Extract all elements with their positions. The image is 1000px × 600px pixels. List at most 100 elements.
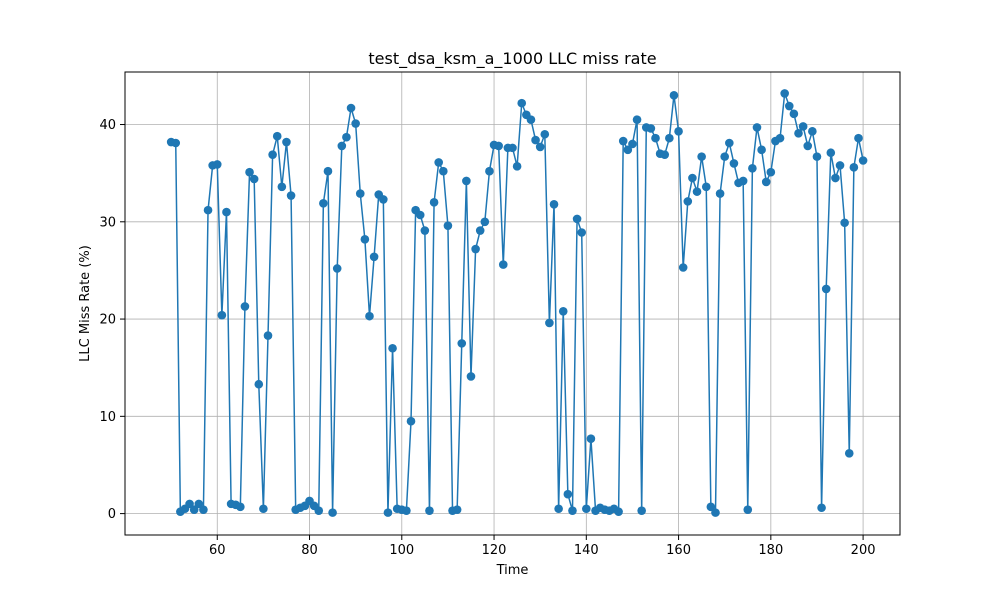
- data-point: [379, 195, 388, 204]
- data-point: [554, 504, 563, 514]
- data-point: [808, 127, 817, 136]
- data-point: [826, 148, 836, 158]
- data-point: [789, 109, 799, 119]
- data-point: [817, 503, 826, 513]
- data-point: [794, 128, 803, 138]
- data-point: [780, 89, 789, 98]
- data-point: [471, 244, 480, 254]
- data-point: [199, 505, 208, 515]
- data-point: [715, 189, 725, 198]
- x-tick-label: 160: [666, 543, 691, 558]
- data-point: [203, 205, 213, 215]
- data-point: [171, 138, 181, 148]
- data-point: [812, 152, 822, 161]
- data-point: [683, 197, 693, 206]
- data-point: [660, 150, 670, 159]
- data-point: [821, 284, 831, 294]
- data-point: [545, 318, 554, 328]
- data-point: [674, 127, 683, 136]
- data-point: [268, 150, 277, 159]
- data-point: [743, 505, 753, 515]
- data-point: [558, 306, 568, 316]
- data-point: [618, 136, 628, 146]
- data-point: [189, 505, 199, 515]
- data-point: [840, 218, 849, 228]
- data-point: [711, 508, 720, 517]
- data-point: [323, 166, 333, 176]
- x-tick-label: 100: [389, 543, 414, 558]
- x-tick-label: 180: [758, 543, 783, 558]
- data-point: [388, 343, 397, 353]
- x-tick-label: 60: [209, 543, 226, 558]
- data-point: [697, 152, 706, 161]
- data-point: [803, 141, 813, 151]
- data-point: [512, 162, 522, 171]
- data-point: [434, 158, 443, 167]
- data-point: [498, 260, 508, 269]
- data-point: [761, 177, 771, 187]
- data-point: [586, 434, 596, 444]
- data-point: [508, 143, 517, 153]
- data-point: [415, 210, 425, 220]
- data-point: [628, 139, 637, 149]
- data-point: [678, 263, 688, 272]
- data-point: [752, 123, 762, 132]
- data-point: [494, 141, 503, 151]
- data-point: [351, 119, 360, 128]
- data-point: [549, 199, 559, 209]
- data-point: [254, 379, 264, 389]
- data-point: [858, 156, 868, 165]
- data-point: [185, 499, 194, 509]
- data-point: [535, 142, 545, 152]
- data-point: [729, 159, 739, 168]
- data-point: [831, 173, 840, 183]
- y-tick-label: 30: [99, 215, 116, 230]
- series-llc-miss-rate: [166, 89, 868, 517]
- data-point: [346, 103, 356, 113]
- y-tick-label: 0: [108, 507, 116, 522]
- data-point: [319, 199, 328, 208]
- data-point: [272, 131, 282, 141]
- data-point: [701, 182, 711, 192]
- data-point: [854, 133, 863, 143]
- data-point: [480, 217, 490, 227]
- data-point: [572, 214, 582, 224]
- data-point: [245, 167, 254, 177]
- data-point: [757, 145, 766, 155]
- data-point: [217, 310, 227, 320]
- data-point: [429, 198, 439, 207]
- data-point: [462, 176, 471, 186]
- data-point: [406, 416, 416, 426]
- x-tick-label: 80: [301, 543, 318, 558]
- data-point: [568, 506, 577, 515]
- data-point: [194, 499, 204, 509]
- y-axis-label: LLC Miss Rate (%): [78, 245, 93, 362]
- data-point: [632, 115, 642, 124]
- data-point: [748, 164, 757, 173]
- data-point: [360, 235, 370, 244]
- chart-title: test_dsa_ksm_a_1000 LLC miss rate: [368, 49, 656, 69]
- data-point: [835, 161, 845, 170]
- y-tick-label: 10: [99, 410, 116, 425]
- data-point: [236, 502, 245, 512]
- data-point: [443, 221, 453, 230]
- data-point: [582, 504, 591, 514]
- data-point: [402, 506, 411, 515]
- data-point: [637, 506, 646, 515]
- data-point: [665, 133, 674, 143]
- data-point: [314, 506, 324, 515]
- data-point: [563, 489, 573, 499]
- data-point: [540, 129, 550, 139]
- data-point: [425, 506, 434, 515]
- data-point: [766, 167, 776, 177]
- data-point: [383, 508, 393, 517]
- data-point: [646, 124, 656, 133]
- x-tick-label: 140: [574, 543, 599, 558]
- y-tick-label: 20: [99, 313, 116, 328]
- data-point: [577, 228, 586, 237]
- data-point: [439, 166, 448, 176]
- data-point: [332, 264, 342, 273]
- data-point: [365, 311, 374, 321]
